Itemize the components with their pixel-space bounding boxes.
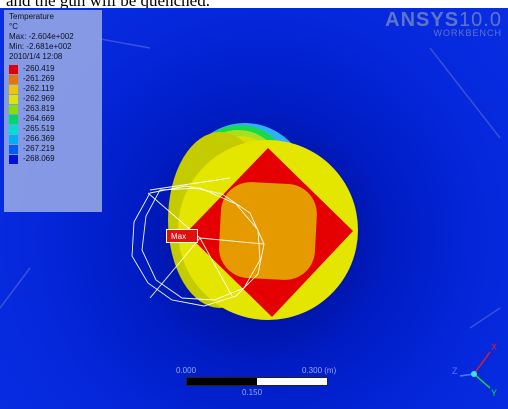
- legend-entry: -267.219: [9, 144, 101, 154]
- legend-entry: -261.269: [9, 74, 101, 84]
- legend-swatch: [9, 155, 18, 164]
- legend-min: Min: -2.681e+002: [9, 42, 72, 51]
- legend-swatch: [9, 105, 18, 114]
- legend-swatch: [9, 85, 18, 94]
- legend-value: -265.519: [23, 124, 55, 133]
- legend-value: -260.419: [23, 64, 55, 73]
- scale-bar: 0.000 0.300 (m) 0.150: [176, 366, 336, 400]
- max-probe-label[interactable]: Max: [166, 229, 198, 243]
- legend-swatch: [9, 75, 18, 84]
- triad-y-label: Y: [491, 388, 497, 398]
- legend-value: -266.369: [23, 134, 55, 143]
- legend-date: 2010/1/4 12:08: [9, 52, 63, 61]
- temperature-legend: Temperature °C Max: -2.604e+002 Min: -2.…: [4, 10, 102, 212]
- legend-value: -262.969: [23, 94, 55, 103]
- scale-right-label: 0.300 (m): [302, 366, 337, 375]
- legend-entry: -266.369: [9, 134, 101, 144]
- legend-entry: -262.119: [9, 84, 101, 94]
- ansys-logo: ANSYS10.0 WORKBENCH: [385, 10, 502, 38]
- logo-version: 10.0: [459, 9, 502, 31]
- legend-max: Max: -2.604e+002: [9, 32, 74, 41]
- triad-x-label: X: [491, 342, 497, 352]
- legend-value: -267.219: [23, 144, 55, 153]
- axis-triad-icon[interactable]: X Y Z: [452, 338, 502, 398]
- model-view: [0, 27, 501, 329]
- document-text-fragment: and the gun will be quenched.: [0, 0, 508, 8]
- legend-swatch: [9, 125, 18, 134]
- legend-value: -261.269: [23, 74, 55, 83]
- legend-entry: -268.069: [9, 154, 101, 164]
- scale-mid-label: 0.150: [242, 388, 263, 397]
- legend-swatch: [9, 65, 18, 74]
- legend-value: -263.819: [23, 104, 55, 113]
- scale-left-label: 0.000: [176, 366, 197, 375]
- scale-ruler: [186, 377, 328, 386]
- legend-title: Temperature: [9, 12, 54, 21]
- logo-brand: ANSYS: [385, 9, 460, 31]
- legend-swatch: [9, 145, 18, 154]
- legend-entry: -265.519: [9, 124, 101, 134]
- legend-swatch: [9, 135, 18, 144]
- graphics-viewport[interactable]: Temperature °C Max: -2.604e+002 Min: -2.…: [0, 8, 508, 409]
- legend-swatch: [9, 95, 18, 104]
- legend-entry: -264.669: [9, 114, 101, 124]
- legend-value: -264.669: [23, 114, 55, 123]
- legend-unit: °C: [9, 22, 18, 31]
- legend-value: -262.119: [23, 84, 54, 93]
- logo-sub: WORKBENCH: [433, 28, 502, 38]
- legend-entry: -263.819: [9, 104, 101, 114]
- legend-swatch: [9, 115, 18, 124]
- legend-entry: -260.419: [9, 64, 101, 74]
- legend-value: -268.069: [23, 154, 55, 163]
- legend-entry: -262.969: [9, 94, 101, 104]
- triad-z-label: Z: [452, 366, 458, 376]
